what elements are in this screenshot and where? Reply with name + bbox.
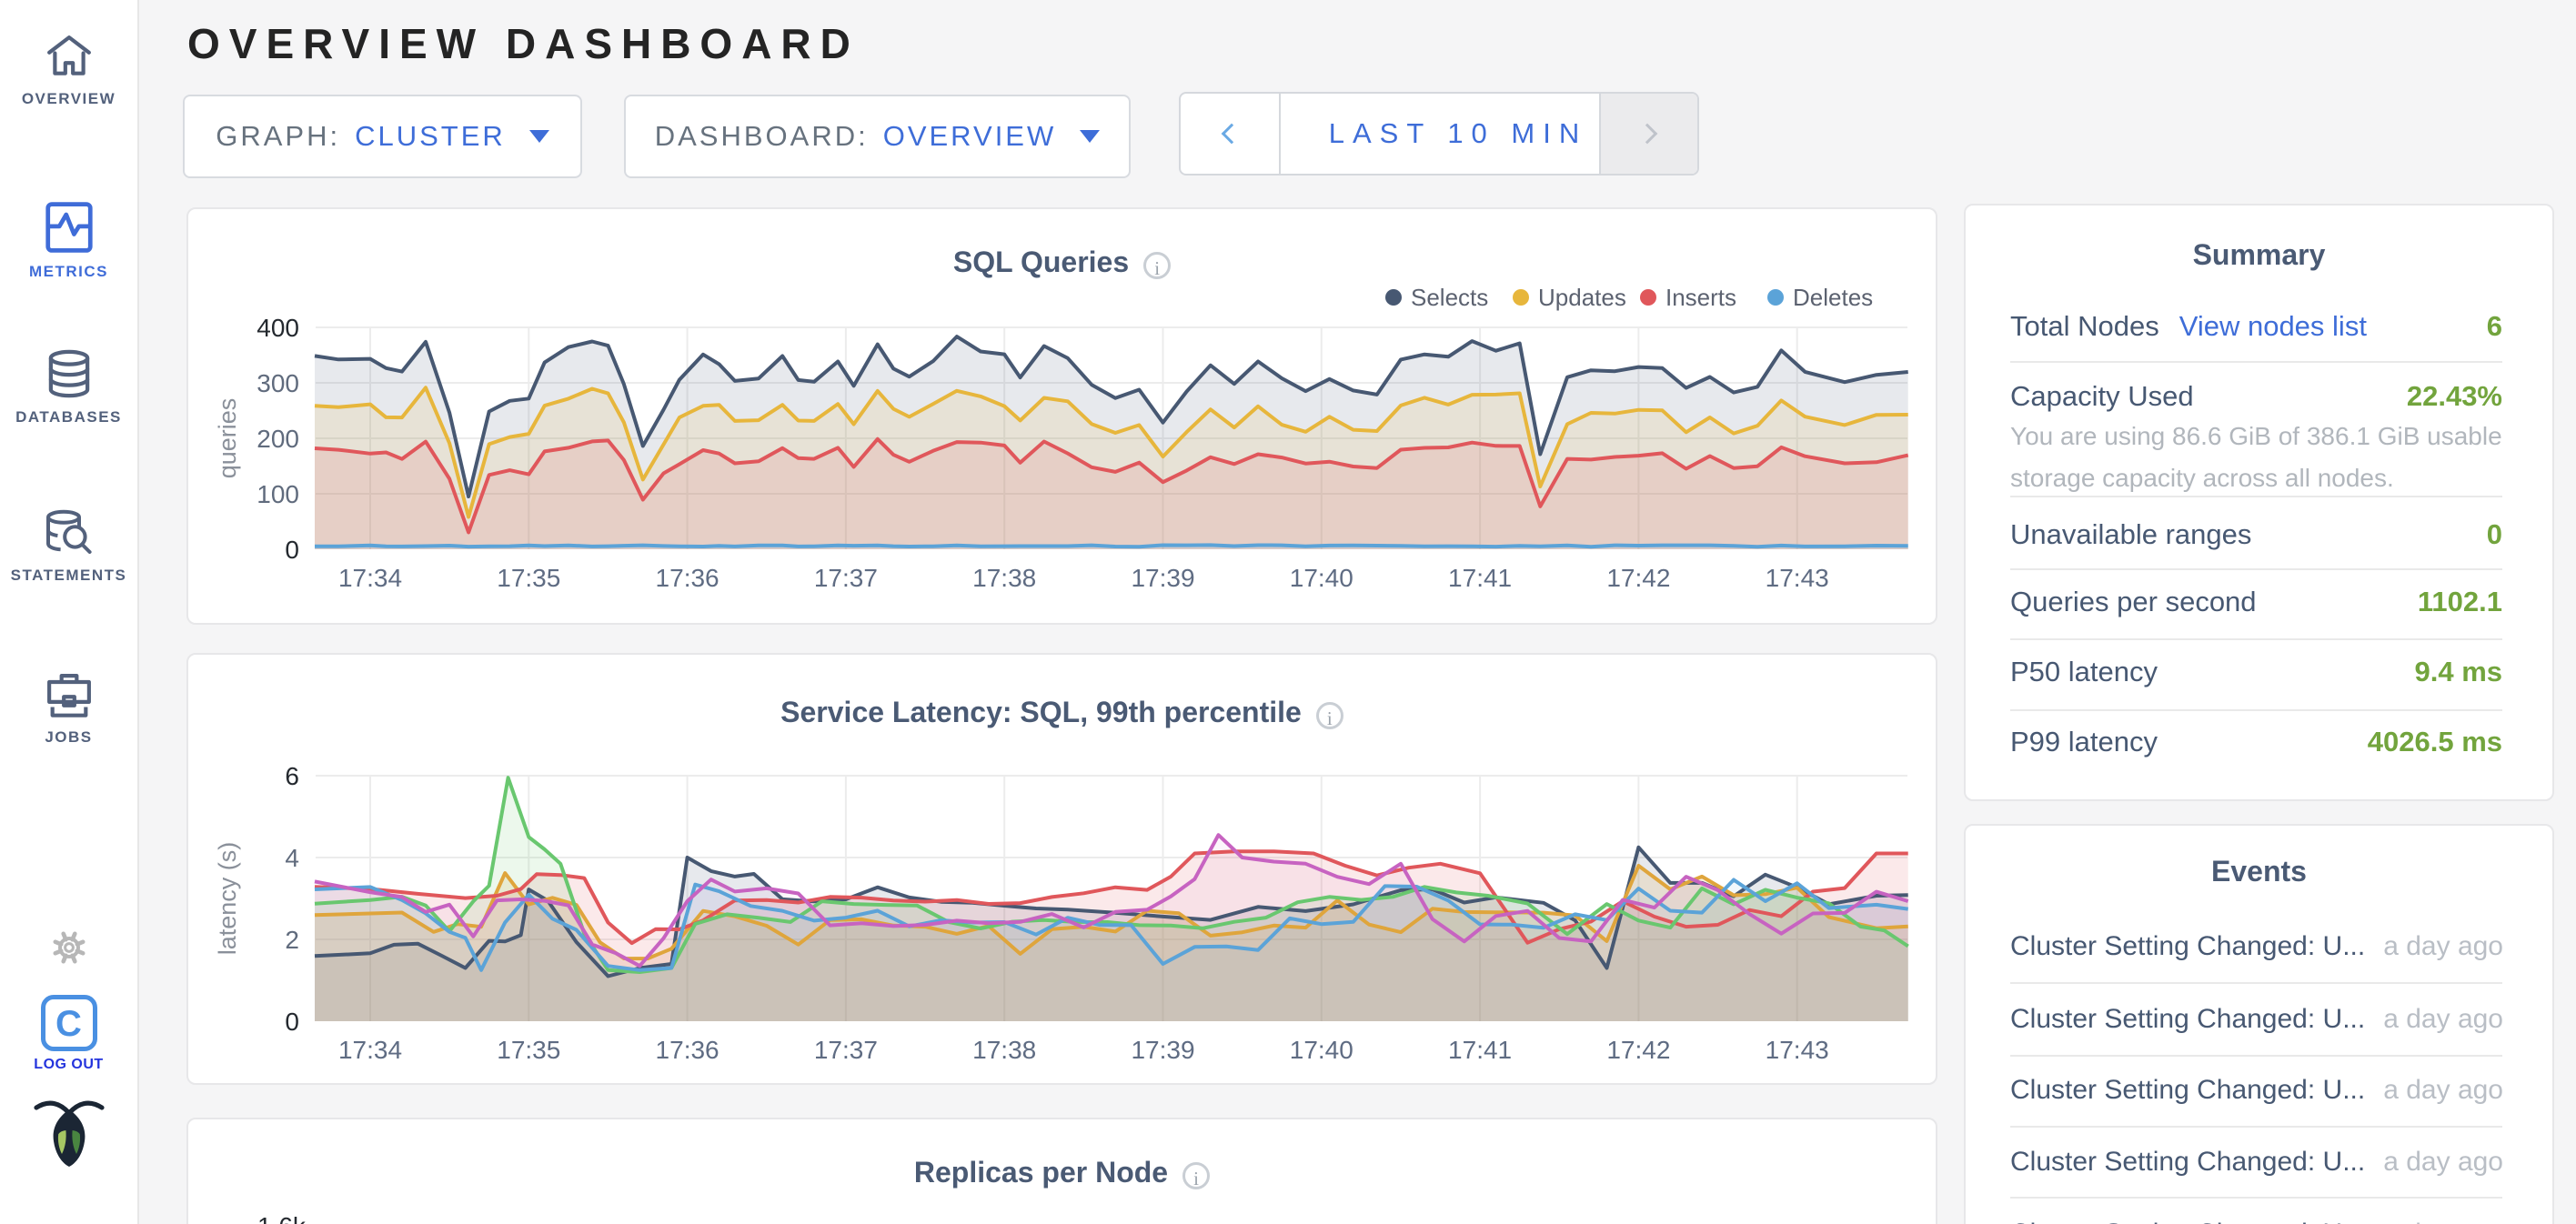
- svg-text:17:34: 17:34: [338, 1036, 402, 1064]
- svg-text:17:36: 17:36: [656, 1036, 719, 1064]
- svg-text:17:39: 17:39: [1131, 564, 1194, 592]
- svg-text:17:35: 17:35: [497, 564, 560, 592]
- svg-text:17:42: 17:42: [1606, 1036, 1670, 1064]
- svg-text:Updates: Updates: [1538, 284, 1626, 311]
- svg-text:17:43: 17:43: [1766, 564, 1829, 592]
- svg-text:300: 300: [257, 369, 299, 397]
- svg-text:17:40: 17:40: [1290, 564, 1353, 592]
- svg-text:Inserts: Inserts: [1665, 284, 1736, 311]
- svg-text:Deletes: Deletes: [1793, 284, 1873, 311]
- svg-text:17:39: 17:39: [1131, 1036, 1194, 1064]
- svg-text:200: 200: [257, 425, 299, 453]
- svg-text:17:41: 17:41: [1448, 1036, 1512, 1064]
- svg-text:17:43: 17:43: [1766, 1036, 1829, 1064]
- svg-text:17:37: 17:37: [814, 564, 878, 592]
- svg-text:2: 2: [285, 926, 299, 954]
- svg-text:4: 4: [285, 844, 299, 872]
- svg-text:Selects: Selects: [1411, 284, 1488, 311]
- svg-text:100: 100: [257, 480, 299, 508]
- svg-text:400: 400: [257, 314, 299, 342]
- svg-text:17:35: 17:35: [497, 1036, 560, 1064]
- svg-text:0: 0: [285, 1008, 299, 1036]
- svg-text:17:38: 17:38: [972, 1036, 1036, 1064]
- svg-text:17:34: 17:34: [338, 564, 402, 592]
- svg-text:17:36: 17:36: [656, 564, 719, 592]
- svg-text:0: 0: [285, 536, 299, 564]
- svg-text:6: 6: [285, 762, 299, 790]
- svg-text:17:42: 17:42: [1606, 564, 1670, 592]
- svg-text:17:41: 17:41: [1448, 564, 1512, 592]
- svg-text:17:37: 17:37: [814, 1036, 878, 1064]
- svg-text:17:40: 17:40: [1290, 1036, 1353, 1064]
- svg-text:queries: queries: [214, 398, 241, 479]
- svg-text:17:38: 17:38: [972, 564, 1036, 592]
- svg-text:latency (s): latency (s): [214, 842, 241, 956]
